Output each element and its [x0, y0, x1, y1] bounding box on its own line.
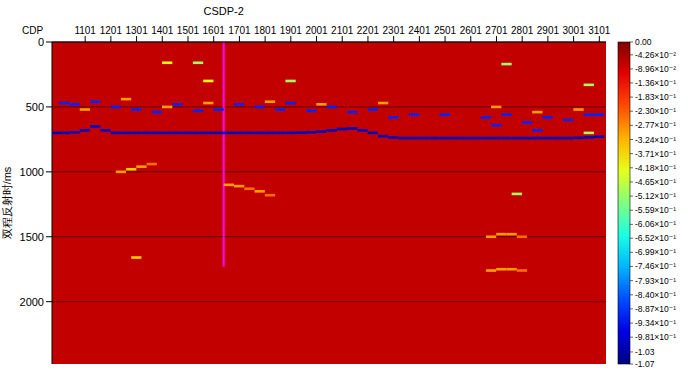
svg-text:-3.71×10⁻¹: -3.71×10⁻¹	[635, 149, 676, 159]
svg-text:-1.03: -1.03	[635, 347, 655, 357]
svg-text:2501: 2501	[434, 25, 457, 36]
svg-text:-8.40×10⁻¹: -8.40×10⁻¹	[635, 290, 676, 300]
svg-text:1801: 1801	[254, 25, 277, 36]
svg-text:500: 500	[26, 101, 44, 113]
svg-text:1401: 1401	[151, 25, 174, 36]
svg-text:双程反射时/ms: 双程反射时/ms	[1, 166, 13, 239]
svg-text:-5.59×10⁻¹: -5.59×10⁻¹	[635, 205, 676, 215]
svg-text:2301: 2301	[383, 25, 406, 36]
svg-text:1500: 1500	[20, 231, 44, 243]
svg-text:2101: 2101	[331, 25, 354, 36]
html-text:CDP: CDP	[22, 25, 44, 36]
svg-text:-9.81×10⁻¹: -9.81×10⁻¹	[635, 332, 676, 342]
svg-text:-1.36×10⁻¹: -1.36×10⁻¹	[635, 78, 676, 88]
svg-text:-4.18×10⁻¹: -4.18×10⁻¹	[635, 163, 676, 173]
svg-text:2701: 2701	[485, 25, 508, 36]
svg-text:2901: 2901	[537, 25, 560, 36]
svg-text:1301: 1301	[125, 25, 148, 36]
svg-text:-5.12×10⁻¹: -5.12×10⁻¹	[635, 191, 676, 201]
svg-text:1201: 1201	[100, 25, 123, 36]
svg-text:1901: 1901	[280, 25, 303, 36]
html-text:CSDP-2: CSDP-2	[203, 5, 244, 17]
svg-text:-8.87×10⁻¹: -8.87×10⁻¹	[635, 304, 676, 314]
svg-text:2000: 2000	[20, 296, 44, 308]
svg-text:-2.30×10⁻¹: -2.30×10⁻¹	[635, 106, 676, 116]
svg-text:1000: 1000	[20, 166, 44, 178]
svg-text:-6.06×10⁻¹: -6.06×10⁻¹	[635, 219, 676, 229]
svg-text:3001: 3001	[562, 25, 585, 36]
svg-text:-8.96×10⁻²: -8.96×10⁻²	[635, 64, 676, 74]
svg-text:3101: 3101	[588, 25, 611, 36]
svg-text:2401: 2401	[408, 25, 431, 36]
svg-text:2201: 2201	[357, 25, 380, 36]
svg-text:1501: 1501	[177, 25, 200, 36]
svg-text:1101: 1101	[74, 25, 96, 36]
svg-text:0: 0	[38, 36, 44, 48]
svg-text:2601: 2601	[460, 25, 483, 36]
svg-text:-7.46×10⁻¹: -7.46×10⁻¹	[635, 261, 676, 271]
svg-text:-6.52×10⁻¹: -6.52×10⁻¹	[635, 233, 676, 243]
svg-text:-9.34×10⁻¹: -9.34×10⁻¹	[635, 318, 676, 328]
svg-text:-2.77×10⁻¹: -2.77×10⁻¹	[635, 120, 676, 130]
svg-text:-7.93×10⁻¹: -7.93×10⁻¹	[635, 276, 676, 286]
svg-text:-6.99×10⁻¹: -6.99×10⁻¹	[635, 247, 676, 257]
svg-text:-4.26×10⁻²: -4.26×10⁻²	[635, 50, 676, 60]
svg-text:2001: 2001	[305, 25, 328, 36]
svg-text:-1.07: -1.07	[635, 359, 655, 368]
svg-text:2801: 2801	[511, 25, 534, 36]
svg-text:-1.83×10⁻¹: -1.83×10⁻¹	[635, 92, 676, 102]
svg-text:0.00: 0.00	[635, 37, 652, 47]
svg-text:-3.24×10⁻¹: -3.24×10⁻¹	[635, 135, 676, 145]
svg-text:1601: 1601	[203, 25, 226, 36]
svg-text:1701: 1701	[228, 25, 251, 36]
svg-text:-4.65×10⁻¹: -4.65×10⁻¹	[635, 177, 676, 187]
